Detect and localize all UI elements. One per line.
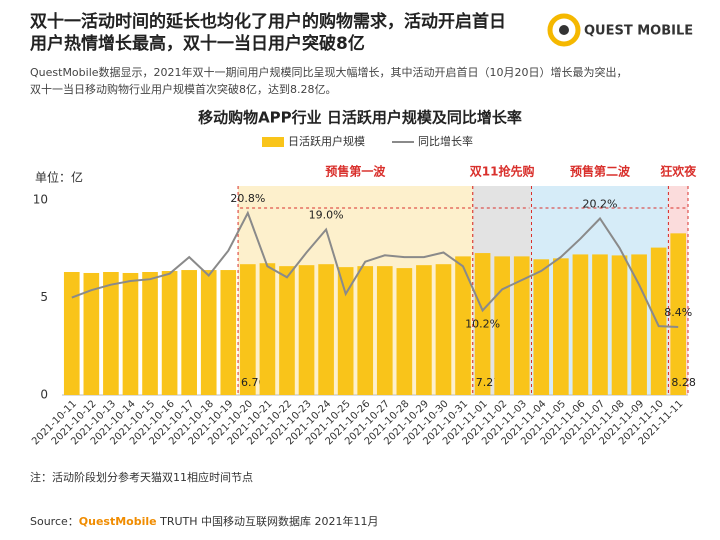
title-line: 双十一活动时间的延长也均化了用户的购物需求，活动开启首日 — [30, 11, 506, 32]
logo-icon — [547, 13, 581, 47]
line-series — [71, 210, 679, 328]
bar — [298, 265, 315, 395]
phase-region — [238, 186, 473, 395]
phase-label: 狂欢夜 — [660, 164, 697, 179]
line-value-label: 8.4% — [664, 306, 692, 319]
source-rest: TRUTH 中国移动互联网数据库 2021年11月 — [157, 514, 379, 528]
bar — [513, 256, 530, 395]
bar — [357, 266, 374, 395]
y-tick-label: 10 — [33, 192, 48, 206]
phase-label: 双11抢先购 — [470, 164, 535, 179]
bar — [435, 264, 452, 395]
chart-title: 移动购物APP行业 日活跃用户规模及同比增长率 — [198, 109, 522, 127]
bar — [83, 272, 100, 395]
source: Source：QuestMobile TRUTH 中国移动互联网数据库 2021… — [30, 514, 379, 528]
bar — [611, 255, 628, 395]
y-tick-label: 5 — [40, 290, 48, 304]
bar — [416, 265, 432, 395]
title-line: 用户热情增长最高，双十一当日用户突破8亿 — [30, 33, 365, 54]
bar — [337, 267, 354, 395]
logo-icon — [559, 25, 569, 35]
line-value-label: 19.0% — [309, 209, 344, 222]
bar — [63, 272, 80, 395]
y-tick-label: 0 — [40, 388, 48, 402]
bar — [592, 254, 608, 395]
legend-label: 同比增长率 — [418, 134, 473, 148]
subtitle-line: 双十一当日移动购物行业用户规模首次突破8亿，达到8.28亿。 — [30, 82, 337, 96]
line-value-label: 20.8% — [230, 192, 265, 205]
bar-value-label: 7.27 — [476, 376, 501, 389]
bar-value-label: 8.28 — [671, 376, 696, 389]
bar — [259, 263, 276, 395]
bar — [376, 266, 393, 395]
bar — [103, 272, 119, 395]
bar — [474, 253, 491, 395]
bar — [396, 268, 413, 395]
bar — [279, 266, 295, 395]
phase-label: 预售第一波 — [325, 164, 386, 179]
legend-swatch — [262, 137, 284, 147]
bar — [220, 270, 237, 395]
bar — [533, 259, 550, 395]
bar — [572, 254, 589, 395]
legend-label: 日活跃用户规模 — [288, 134, 365, 148]
unit-label: 单位：亿 — [35, 170, 83, 185]
bar — [670, 233, 687, 395]
bar-value-label: 6.70 — [241, 376, 266, 389]
bar — [181, 270, 197, 395]
bar — [553, 258, 569, 395]
bar — [455, 256, 471, 395]
plot: 预售第一波 双11抢先购 预售第二波 狂欢夜 0 5 10 6.70 7.27 8.28 20.8%… — [30, 134, 697, 447]
bar — [200, 270, 217, 395]
bar — [494, 256, 510, 395]
phase-label: 预售第二波 — [570, 164, 631, 179]
subtitle-line: QuestMobile数据显示，2021年双十一期间用户规模同比呈现大幅增长，其… — [30, 65, 628, 79]
source-prefix: Source： — [30, 515, 79, 528]
line-value-label: 10.2% — [465, 317, 500, 330]
note: 注：活动阶段划分参考天猫双11相应时间节点 — [30, 470, 253, 484]
bar — [161, 271, 178, 395]
bar — [318, 264, 334, 395]
bar — [240, 264, 256, 395]
bar — [122, 272, 139, 395]
bar — [631, 254, 647, 395]
bar — [142, 272, 158, 395]
bar — [650, 247, 667, 395]
line-value-label: 20.2% — [582, 197, 617, 210]
logo-text: QUEST MOBILE — [584, 24, 693, 39]
source-brand: QuestMobile — [79, 515, 157, 528]
